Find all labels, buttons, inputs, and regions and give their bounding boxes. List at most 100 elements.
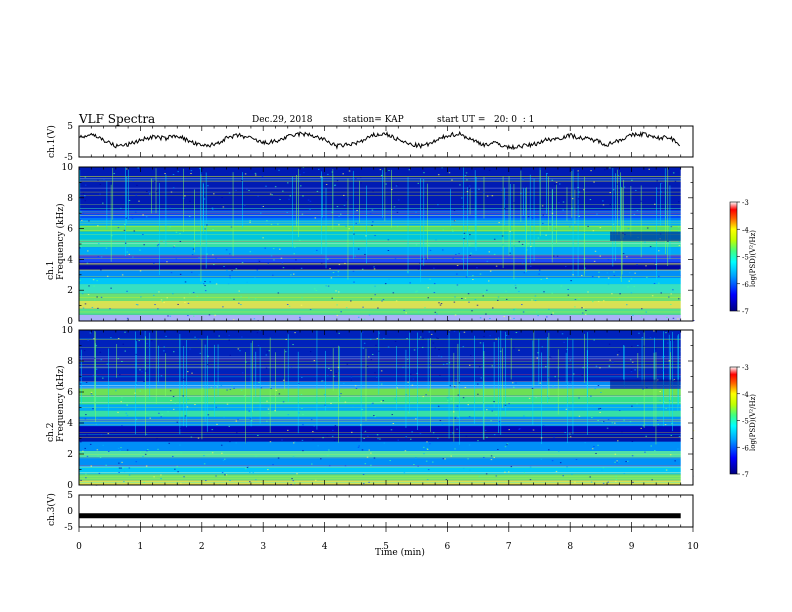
ch1-spec-noise [126, 317, 129, 319]
ch2-spec-noise [168, 442, 170, 444]
ch2-spec-noise [380, 383, 383, 385]
ch1-spec-band [79, 262, 693, 271]
ch1-spec-noise [302, 195, 304, 197]
ch1-spec-noise [387, 249, 390, 251]
ch2-spec-noise [352, 406, 354, 408]
ch1-spec-noise [170, 191, 173, 193]
ch1-spec-noise [82, 192, 85, 194]
ch2-spec-noise [448, 418, 450, 420]
ch2-spec-noise [163, 346, 166, 348]
ch2-spec-noise [85, 414, 87, 416]
ch2-spec-noise [506, 443, 509, 445]
ch1-spec-noise [206, 253, 208, 255]
ch1-spec-noise [357, 248, 360, 250]
colorbar2-tick-label: -4 [742, 391, 749, 399]
ch2-spec-noise [523, 472, 526, 474]
ch2-spec-noise [357, 446, 360, 448]
ch2-spec-noise [630, 371, 633, 373]
ch2-spec-noise [536, 357, 539, 359]
ch1-spec-noise [634, 272, 636, 274]
ch2-spec-noise [228, 339, 230, 341]
ch3-volt-ytick-label: -5 [64, 523, 73, 533]
ch2-spec-noise [184, 415, 187, 417]
ch1-spec-noise [371, 209, 374, 211]
ch1-spec-noise [388, 169, 390, 171]
ch1-spec-noise [677, 318, 679, 320]
ch2-spec-noise [269, 441, 272, 443]
ch2-spec-noise [422, 337, 424, 339]
ch1-spec-noise [654, 203, 656, 205]
ch2-spec-noise [467, 404, 470, 406]
ch2-spec-noise [623, 419, 625, 421]
ch2-spec-noise [174, 468, 176, 470]
ch1-spec-noise [154, 180, 156, 182]
ch1-spec-noise [128, 199, 131, 201]
ch1-spec-noise [113, 173, 115, 175]
ch1-spec-noise [574, 299, 577, 301]
ch1-spec-noise [348, 170, 351, 172]
ch2-spec-noise [250, 420, 253, 422]
ch1-spec-noise [363, 318, 366, 320]
ch1-spec-noise [611, 293, 613, 295]
ch2-spec-noise [89, 332, 92, 334]
ch2-spec-noise [615, 480, 617, 482]
ch2-spec-noise [243, 395, 246, 397]
ch1-spec-noise [292, 273, 295, 275]
ch1-spec-noise [526, 249, 528, 251]
ch2-spec-noise [507, 471, 510, 473]
ch2-spec-noise [426, 448, 429, 450]
ch1-spec-noise [96, 280, 98, 282]
ch2-spec-noise [124, 331, 126, 333]
ch2-spec-noise [120, 447, 122, 449]
ch1-spec-noise [545, 234, 547, 236]
ch1-spec-noise [578, 191, 580, 193]
ch1-spec-noise [156, 190, 158, 192]
ch1-spec-noise [488, 280, 490, 282]
ch1-spec-noise [279, 198, 281, 200]
ch2-spec-noise [270, 388, 272, 390]
ch2-spec-noise [222, 460, 225, 462]
ch2-spec-noise [447, 400, 449, 402]
ch1-spec-noise [660, 191, 662, 193]
ch2-spec-noise [453, 411, 455, 413]
ch2-spec-noise [90, 391, 93, 393]
ch2-spec-noise [566, 348, 568, 350]
ch2-spec-noise [415, 457, 417, 459]
ch2-spec-noise [561, 333, 564, 335]
ch1-spec-noise [502, 244, 504, 246]
ch2-spec-noise [677, 448, 679, 450]
ch1-spec-noise [505, 290, 507, 292]
ch2-spec-noise [97, 455, 99, 457]
ch1-spec-noise [97, 255, 100, 257]
ch1-spec-band [79, 277, 693, 285]
ch2-spec-noise [629, 359, 632, 361]
ch1-voltage-plot: 5 -5 [64, 122, 681, 163]
ch1-spec-noise [434, 311, 437, 313]
ch1-spec-noise [515, 287, 517, 289]
ch2-spec-noise [302, 414, 304, 416]
ch1-spec-noise [137, 304, 139, 306]
ch1-spec-noise [495, 265, 498, 267]
ch2-spec-noise [203, 455, 205, 457]
ch1-spec-noise [137, 167, 139, 169]
ch2-spec-noise [364, 463, 367, 465]
ch1-spec-noise [571, 198, 574, 200]
ch1-spec-noise [295, 259, 297, 261]
ch1-spec-noise [627, 286, 629, 288]
ch1-spec-noise [395, 300, 398, 302]
ch1-spec-noise [465, 276, 468, 278]
ch1-spec-noise [540, 278, 543, 280]
ch2-spec-noise [486, 409, 488, 411]
ch2-spec-noise [450, 398, 452, 400]
ch2-spec-noise [330, 369, 332, 371]
ch1-spec-noise [258, 260, 261, 262]
ch1-spec-noise [315, 290, 318, 292]
x-tick-label: 2 [199, 542, 205, 552]
ch1-spec-noise [80, 211, 82, 213]
ch2-spec-noise [370, 359, 373, 361]
ch1-spec-noise [564, 265, 567, 267]
ch1-spec-noise [604, 169, 606, 171]
ch1-spec-noise [466, 191, 469, 193]
ch2-spec-noise [315, 479, 317, 481]
ch2-spec-noise [529, 466, 532, 468]
